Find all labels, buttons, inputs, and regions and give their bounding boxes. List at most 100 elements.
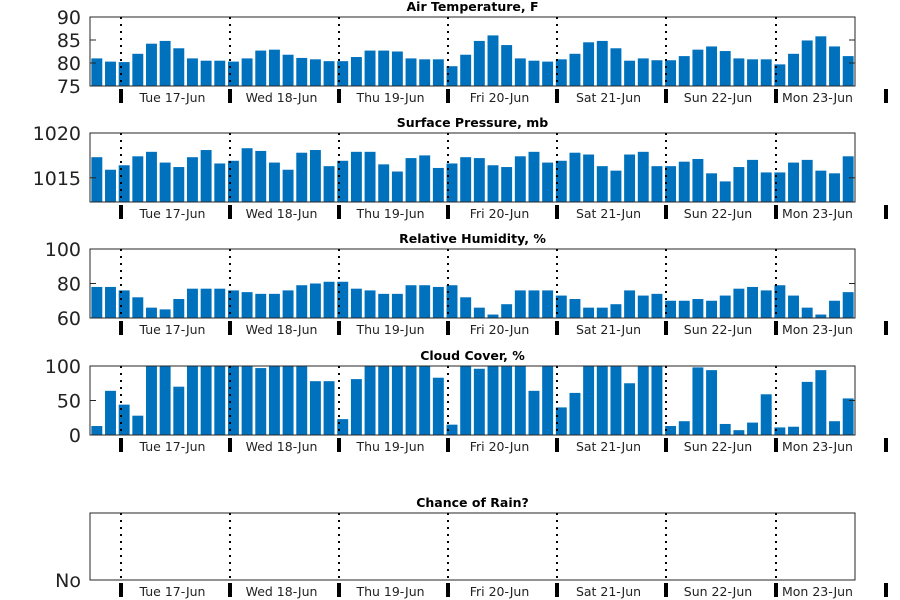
bar [610,48,622,86]
bar [378,164,390,202]
bar [460,54,472,86]
bar [542,290,554,318]
bar [391,51,403,86]
bar [774,172,786,202]
day-label: Sat 21-Jun [576,439,641,454]
bar [678,421,690,435]
bar [760,172,772,202]
day-label: Tue 17-Jun [139,206,206,221]
bar [214,60,226,86]
day-tick-marker [228,89,232,103]
day-tick-marker [774,583,778,597]
bar [596,40,608,86]
chart-title: Relative Humidity, % [399,231,546,246]
bar [118,404,130,435]
bar [337,160,349,202]
bar [419,285,431,318]
bar [733,430,745,435]
bar [214,366,226,435]
bar [624,290,636,318]
bar [801,381,813,435]
bar [651,166,663,202]
bar [227,366,239,435]
bar [829,421,840,435]
bar [733,58,745,86]
day-tick-marker [555,583,559,597]
bar [528,60,540,86]
day-tick-marker [774,89,778,103]
bar [760,290,772,318]
bar [815,36,827,86]
day-tick-marker [446,205,450,219]
day-tick-marker [664,438,668,452]
y-tick-label: No [55,570,81,592]
bar [391,171,403,202]
day-tick-marker [228,205,232,219]
bar [651,366,663,435]
bar [296,152,308,202]
bar [296,366,308,435]
day-label: Sat 21-Jun [576,584,641,599]
bar [651,293,663,318]
day-label: Thu 19-Jun [355,206,424,221]
bar [200,366,212,435]
bar [460,297,472,318]
bar [542,162,554,202]
bar [282,169,294,202]
bar [446,163,458,202]
bar [186,366,198,435]
day-tick-marker [884,438,888,452]
bar [501,304,513,318]
bar [159,309,171,319]
day-tick-marker [119,438,123,452]
day-tick-marker [119,583,123,597]
day-label: Wed 18-Jun [246,206,318,221]
bar [405,285,417,318]
day-tick-marker [119,205,123,219]
bar [146,366,157,435]
day-tick-marker [337,205,341,219]
bar [692,158,704,202]
bar [364,50,376,86]
bar [624,154,636,202]
bar [610,170,622,202]
bar [91,58,103,86]
day-label: Wed 18-Jun [246,439,318,454]
day-label: Sun 22-Jun [684,584,752,599]
day-label: Thu 19-Jun [355,439,424,454]
bar [146,307,157,318]
bar [665,300,677,318]
day-label: Mon 23-Jun [782,90,853,105]
bar [487,35,499,86]
bar [596,307,608,318]
chart-panel-5: Chance of Rain? No Tue 17-Jun Wed 18-Jun Thu… [55,495,888,599]
bar [747,422,759,435]
bar [309,59,321,86]
bar [774,285,786,318]
bar [788,162,799,202]
y-tick-label: 75 [57,76,81,98]
day-tick-marker [664,321,668,335]
day-tick-marker [337,438,341,452]
bar [637,366,649,435]
bar [774,64,786,86]
bar [132,415,144,435]
bar [432,286,444,318]
day-label: Fri 20-Jun [470,439,530,454]
bar [173,167,185,202]
day-tick-marker [774,205,778,219]
bar [405,366,417,435]
bar [309,283,321,318]
day-tick-marker [884,321,888,335]
bar [323,61,335,86]
day-tick-marker [228,321,232,335]
day-tick-marker [774,438,778,452]
bar [268,293,280,318]
bar [487,165,499,202]
bar [227,61,239,86]
bar [405,158,417,202]
bar [446,285,458,318]
bar [733,288,745,318]
bar [419,366,431,435]
axes-box [89,132,856,203]
